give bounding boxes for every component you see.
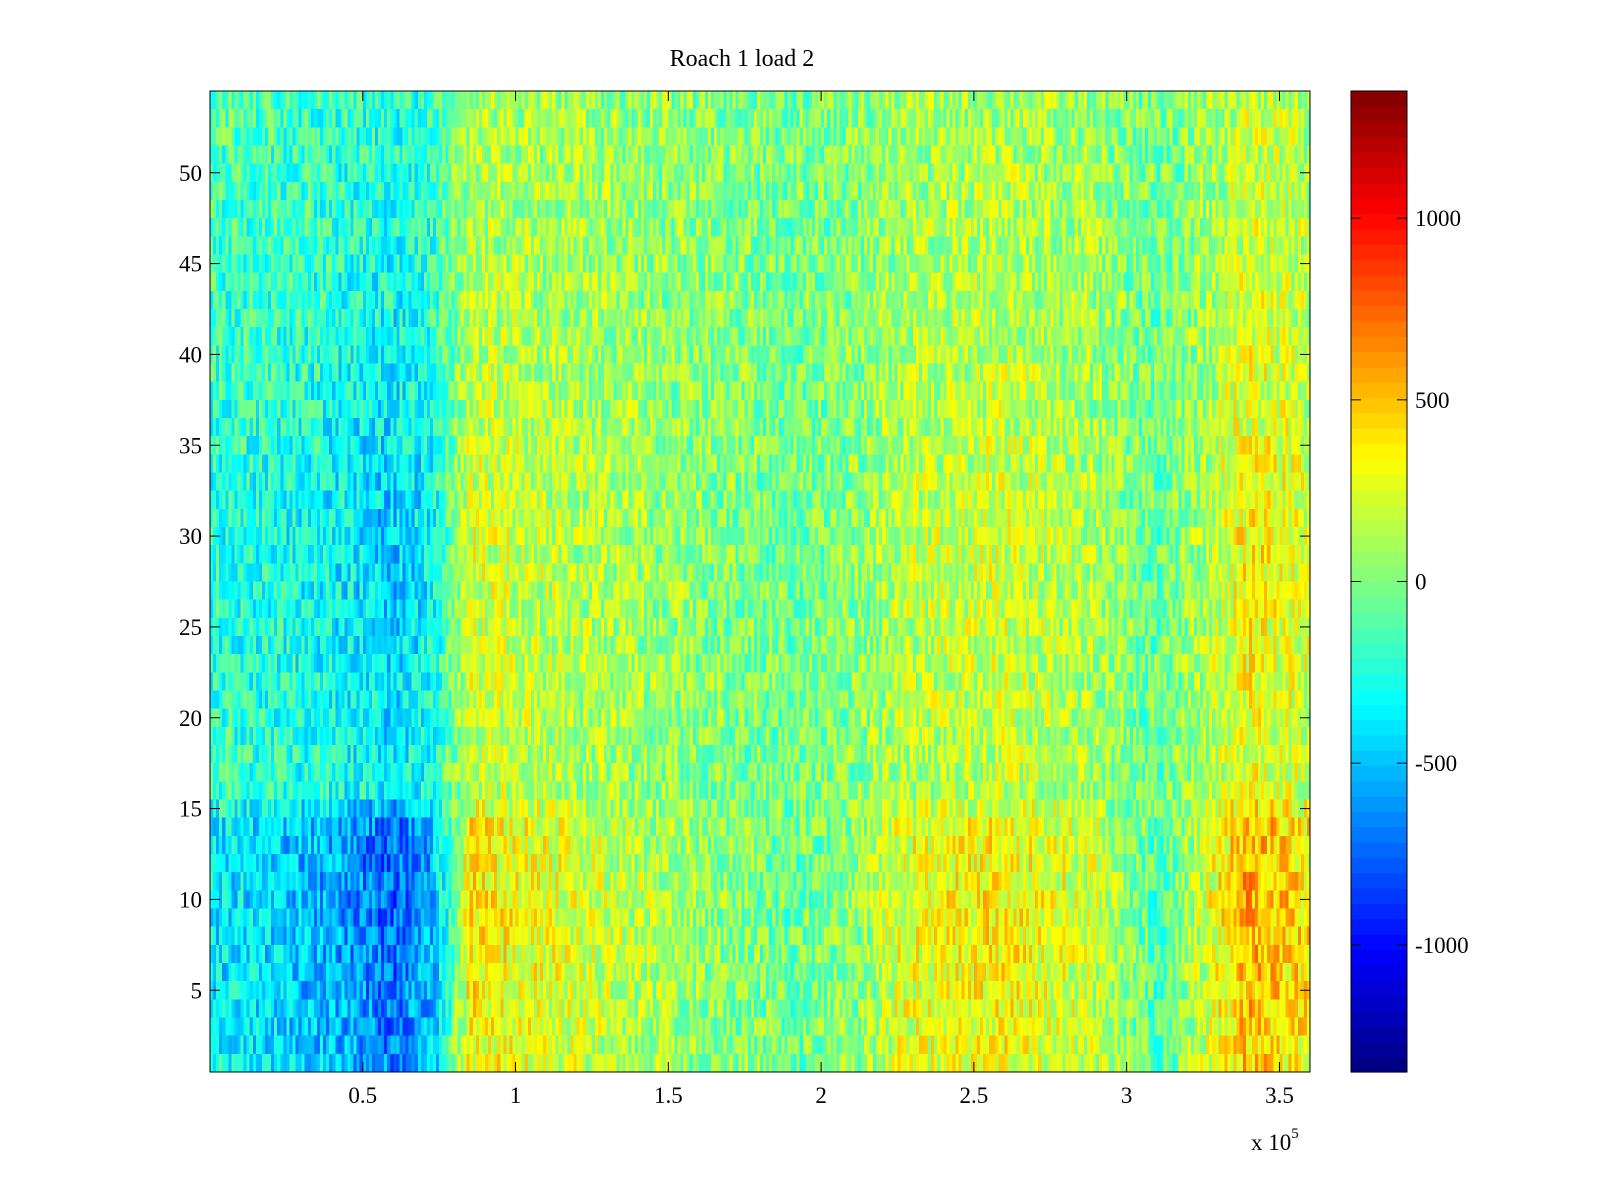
x-tick-label: 3 <box>1121 1083 1133 1108</box>
colorbar-segment <box>1351 842 1407 859</box>
colorbar-segment <box>1351 857 1407 874</box>
colorbar-segment <box>1351 1026 1407 1042</box>
x-tick-label: 1.5 <box>654 1083 683 1108</box>
colorbar-segment <box>1351 980 1407 996</box>
y-tick-label: 10 <box>179 887 202 912</box>
colorbar-segment <box>1351 826 1407 843</box>
colorbar-segment <box>1351 397 1407 414</box>
colorbar-segment <box>1351 688 1407 705</box>
x-tick-label: 3.5 <box>1265 1083 1294 1108</box>
x-tick-label: 2.5 <box>960 1083 989 1108</box>
colorbar-segment <box>1351 550 1407 567</box>
colorbar-segment <box>1351 520 1407 537</box>
y-tick-label: 50 <box>179 161 202 186</box>
colorbar-segment <box>1351 627 1407 644</box>
colorbar-segment <box>1351 918 1407 935</box>
colorbar-segment <box>1351 366 1407 383</box>
colorbar-segment <box>1351 458 1407 475</box>
colorbar-segment <box>1351 167 1407 184</box>
colorbar-segment <box>1351 719 1407 736</box>
colorbar-segment <box>1351 474 1407 491</box>
colorbar-tick-label: -1000 <box>1415 933 1469 958</box>
colorbar-segment <box>1351 903 1407 920</box>
colorbar-segment <box>1351 106 1407 123</box>
colorbar-segment <box>1351 995 1407 1012</box>
colorbar-segment <box>1351 274 1407 291</box>
plot-frame <box>209 90 1311 1073</box>
colorbar-segment <box>1351 244 1407 261</box>
colorbar-segment <box>1351 934 1407 950</box>
x-axis-multiplier-base: x 10 <box>1251 1130 1291 1155</box>
colorbar-segment <box>1351 1010 1407 1027</box>
colorbar-tick-label: 1000 <box>1415 206 1461 231</box>
colorbar-tick-label: 0 <box>1415 570 1427 595</box>
y-tick-label: 40 <box>179 342 202 367</box>
colorbar-axis: 1000 500 0 -500 -1000 <box>1351 206 1469 958</box>
colorbar-segment <box>1351 412 1407 429</box>
colorbar-segment <box>1351 91 1407 107</box>
colorbar-segment <box>1351 382 1407 399</box>
colorbar-segment <box>1351 1056 1407 1073</box>
colorbar-segment <box>1351 796 1407 813</box>
x-tick-label: 0.5 <box>348 1083 377 1108</box>
colorbar-segment <box>1351 872 1407 889</box>
colorbar-segment <box>1351 750 1407 767</box>
colorbar-segment <box>1351 734 1407 751</box>
x-axis-multiplier: x 105 <box>1251 1126 1299 1155</box>
colorbar-segment <box>1351 351 1407 368</box>
colorbar-segment <box>1351 136 1407 153</box>
colorbar-segment <box>1351 566 1407 583</box>
colorbar-tick-label: -500 <box>1415 751 1457 776</box>
colorbar-segment <box>1351 290 1407 307</box>
colorbar-segment <box>1351 765 1407 782</box>
colorbar-segment <box>1351 213 1407 230</box>
colorbar-segment <box>1351 320 1407 337</box>
colorbar-segment <box>1351 888 1407 904</box>
chart-title: Roach 1 load 2 <box>670 46 815 72</box>
colorbar-segment <box>1351 535 1407 552</box>
y-tick-label: 30 <box>179 524 202 549</box>
colorbar-segment <box>1351 336 1407 353</box>
y-tick-label: 45 <box>179 252 202 277</box>
colorbar-segment <box>1351 259 1407 276</box>
colorbar-segment <box>1351 673 1407 690</box>
colorbar-segment <box>1351 305 1407 322</box>
colorbar-segment <box>1351 428 1407 445</box>
colorbar-segment <box>1351 780 1407 797</box>
colorbar-segment <box>1351 949 1407 966</box>
colorbar-segment <box>1351 612 1407 629</box>
x-axis-multiplier-exponent: 5 <box>1291 1126 1299 1142</box>
colorbar-segment <box>1351 228 1407 245</box>
colorbar-tick-label: 500 <box>1415 388 1450 413</box>
y-tick-label: 15 <box>179 797 202 822</box>
colorbar-segment <box>1351 504 1407 521</box>
colorbar-segment <box>1351 964 1407 981</box>
y-tick-label: 5 <box>191 978 203 1003</box>
y-tick-label: 35 <box>179 433 202 458</box>
colorbar-segment <box>1351 596 1407 613</box>
colorbar-segment <box>1351 581 1407 598</box>
colorbar-segment <box>1351 658 1407 675</box>
y-tick-label: 25 <box>179 615 202 640</box>
colorbar <box>1351 91 1407 1073</box>
colorbar-segment <box>1351 489 1407 506</box>
x-tick-label: 1 <box>510 1083 522 1108</box>
y-tick-label: 20 <box>179 706 202 731</box>
colorbar-segment <box>1351 152 1407 169</box>
colorbar-segment <box>1351 811 1407 828</box>
y-axis: 5 10 15 20 25 30 35 40 45 50 <box>179 161 1310 1003</box>
colorbar-segment <box>1351 182 1407 199</box>
heatmap-cells <box>210 91 1310 1072</box>
colorbar-segment <box>1351 443 1407 460</box>
colorbar-segment <box>1351 1041 1407 1058</box>
x-axis: 0.5 1 1.5 2 2.5 3 3.5 <box>348 91 1294 1108</box>
colorbar-segment <box>1351 198 1407 215</box>
heatmap-image <box>210 91 1310 1072</box>
colorbar-segment <box>1351 642 1407 659</box>
colorbar-segment <box>1351 704 1407 721</box>
colorbar-segment <box>1351 121 1407 138</box>
x-tick-label: 2 <box>815 1083 827 1108</box>
